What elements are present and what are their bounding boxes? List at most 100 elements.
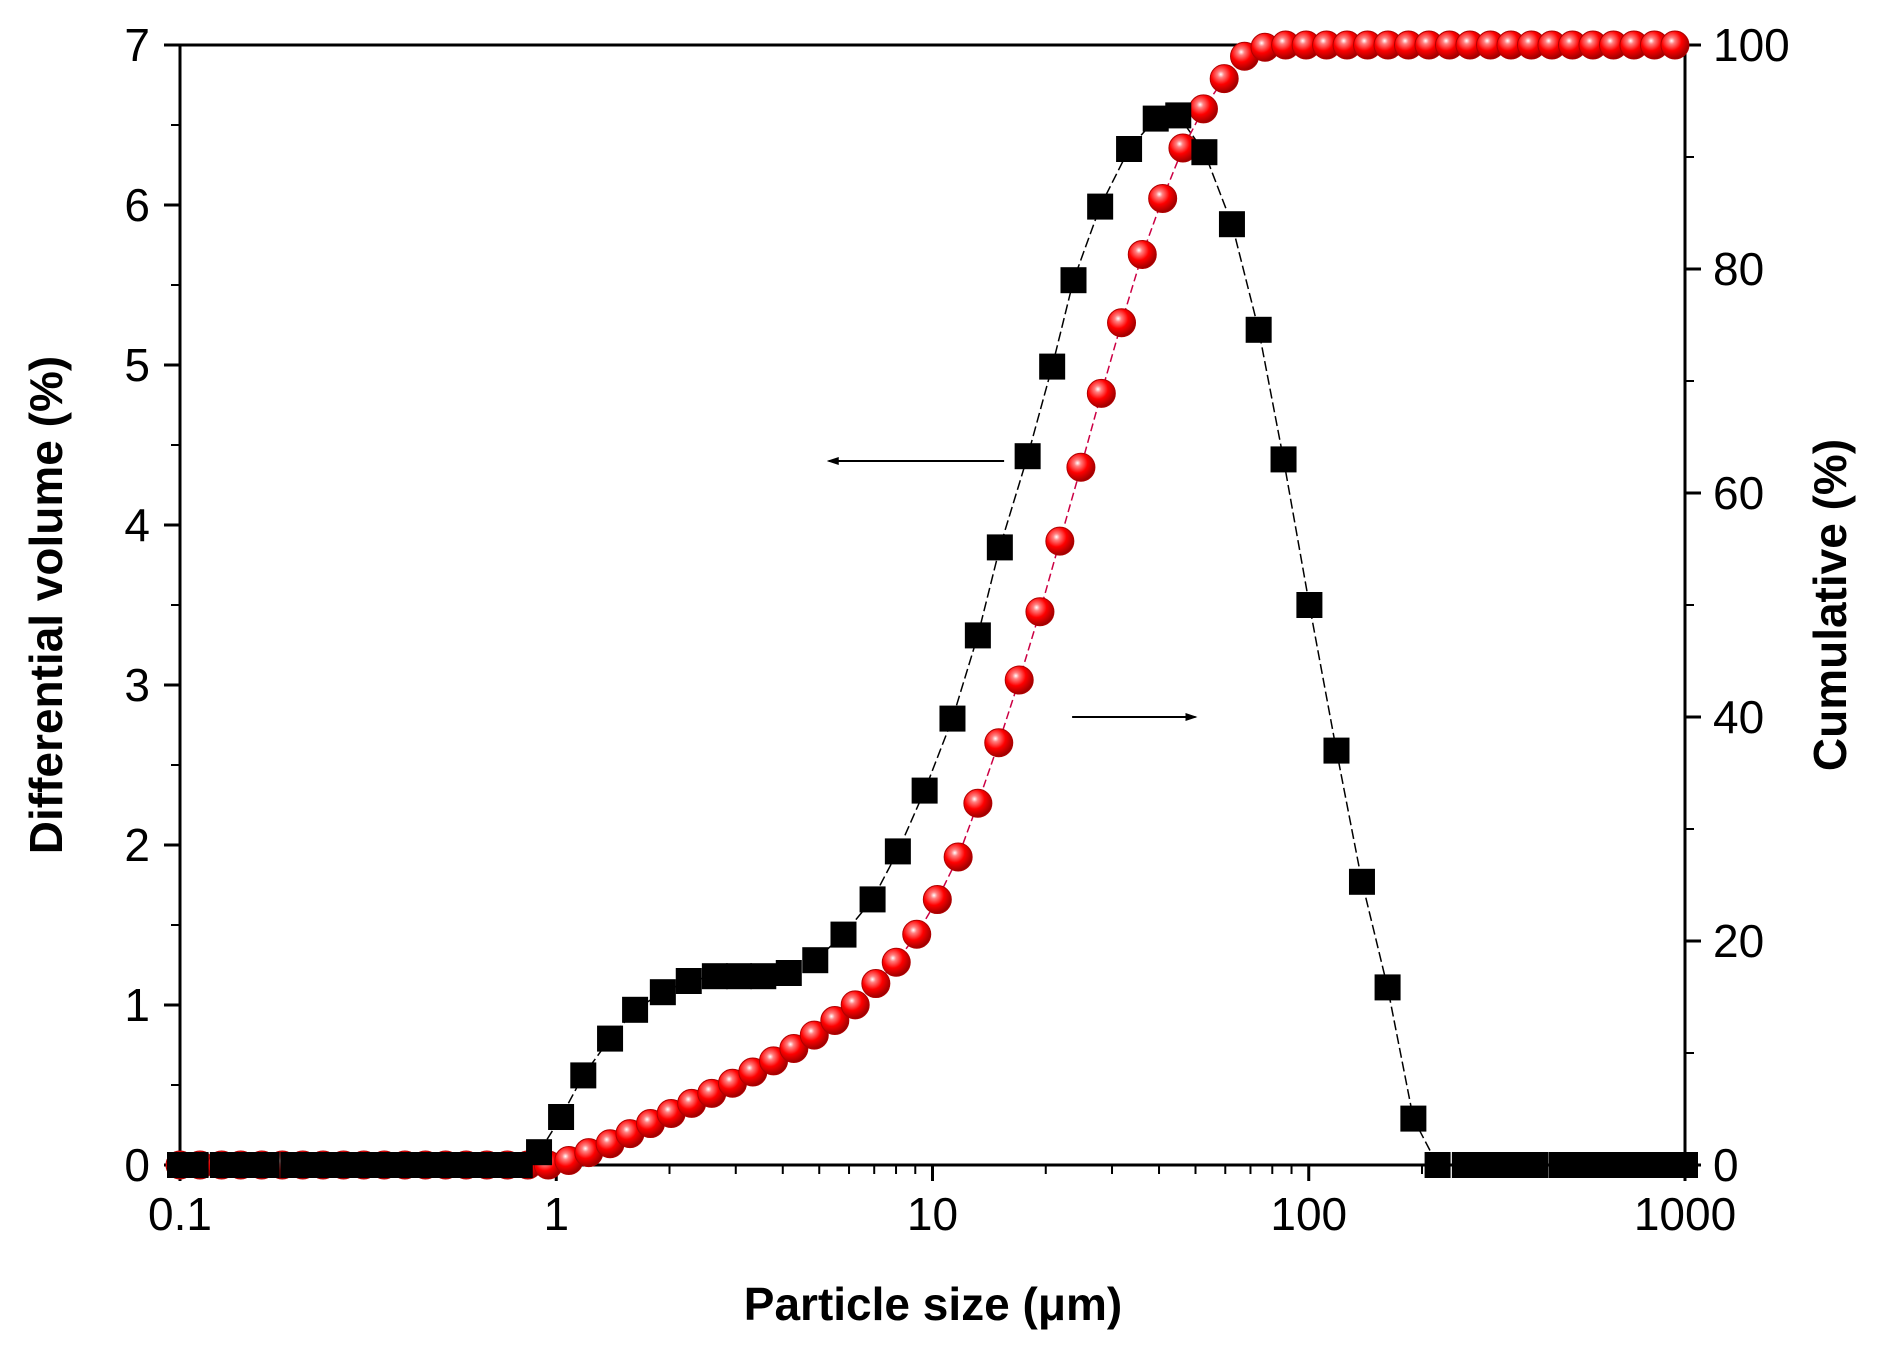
differential-point: [1087, 193, 1114, 220]
differential-point: [439, 1152, 466, 1178]
cumulative-point: [1025, 597, 1055, 627]
cumulative-point: [881, 947, 911, 977]
differential-point: [280, 1152, 307, 1178]
cumulative-point: [1127, 239, 1157, 269]
y2-tick-label: 60: [1713, 467, 1764, 519]
y-tick-label: 7: [124, 19, 150, 71]
y2-axis-ticks: 0 20 40 60 80 100: [1685, 19, 1790, 1191]
y2-tick-label: 0: [1713, 1139, 1739, 1191]
differential-point: [1599, 1152, 1626, 1178]
series-lines: [180, 44, 1685, 1166]
y2-tick-label: 100: [1713, 19, 1790, 71]
differential-point: [986, 534, 1013, 561]
differential-point: [323, 1152, 350, 1178]
x-tick-label: 1: [543, 1188, 569, 1240]
differential-point: [1218, 211, 1245, 238]
x-tick-label: 0.1: [148, 1188, 212, 1240]
differential-point: [1142, 105, 1169, 132]
differential-point: [1296, 592, 1323, 618]
differential-point: [701, 963, 728, 990]
differential-point: [1014, 443, 1041, 470]
differential-point: [182, 1152, 209, 1178]
cumulative-point: [922, 885, 952, 915]
differential-point: [884, 838, 911, 865]
differential-point: [649, 979, 676, 1006]
cumulative-point: [943, 842, 973, 872]
cumulative-point: [1148, 183, 1178, 213]
differential-point: [416, 1152, 443, 1178]
cumulative-point: [1188, 94, 1218, 124]
y-tick-label: 0: [124, 1139, 150, 1191]
differential-point: [1649, 1152, 1676, 1178]
x-tick-label: 1000: [1634, 1188, 1736, 1240]
y-tick-label: 2: [124, 819, 150, 871]
cumulative-point: [1209, 64, 1239, 94]
cumulative-point: [861, 969, 891, 999]
differential-point: [726, 963, 753, 990]
differential-point: [1400, 1105, 1427, 1132]
cumulative-point: [984, 728, 1014, 758]
differential-point: [750, 963, 777, 990]
differential-point: [346, 1152, 373, 1178]
differential-point: [1245, 316, 1272, 343]
differential-point: [1451, 1152, 1478, 1178]
differential-point: [1191, 139, 1218, 166]
cumulative-point: [779, 1034, 809, 1064]
axis-arrows: [826, 457, 1198, 721]
cumulative-point: [820, 1006, 850, 1036]
differential-point: [1672, 1152, 1698, 1178]
differential-point: [597, 1025, 624, 1052]
differential-point: [1270, 446, 1297, 473]
y2-axis-title: Cumulative (%): [1804, 439, 1856, 771]
y2-tick-label: 20: [1713, 915, 1764, 967]
cumulative-point: [902, 919, 932, 949]
differential-point: [775, 960, 802, 986]
differential-point: [622, 996, 649, 1023]
cumulative-line: [180, 44, 1675, 1166]
differential-point: [911, 777, 938, 804]
differential-point: [570, 1062, 597, 1089]
y-tick-label: 1: [124, 979, 150, 1031]
cumulative-point: [1086, 378, 1116, 408]
differential-point: [1039, 353, 1066, 380]
y-tick-label: 6: [124, 179, 150, 231]
differential-point: [1475, 1152, 1502, 1178]
x-tick-label: 100: [1270, 1188, 1347, 1240]
cumulative-point: [840, 990, 870, 1020]
differential-point: [1116, 136, 1143, 162]
y2-tick-label: 80: [1713, 243, 1764, 295]
differential-point: [830, 921, 857, 948]
y2-tick-label: 40: [1713, 691, 1764, 743]
differential-point: [526, 1139, 553, 1166]
y-tick-label: 5: [124, 339, 150, 391]
differential-point: [1424, 1152, 1451, 1178]
plot-frame: [178, 43, 1687, 1167]
x-tick-label: 10: [907, 1188, 958, 1240]
differential-point: [1548, 1152, 1575, 1178]
differential-point: [1522, 1152, 1549, 1178]
differential-point: [1624, 1152, 1651, 1178]
y-axis-ticks: 0 1 2 3 4 5 6 7: [124, 19, 180, 1191]
cumulative-point: [1107, 308, 1137, 338]
differential-point: [393, 1152, 420, 1178]
differential-point: [548, 1104, 575, 1130]
differential-point: [1060, 267, 1087, 294]
differential-point: [1323, 737, 1350, 764]
differential-point: [371, 1152, 398, 1178]
differential-point: [1348, 868, 1375, 895]
cumulative-point: [1045, 526, 1075, 556]
differential-point: [1374, 974, 1401, 1001]
differential-point: [802, 947, 829, 974]
differential-point: [209, 1152, 236, 1178]
cumulative-point: [963, 788, 993, 818]
differential-point: [1165, 102, 1192, 129]
cumulative-point: [1660, 30, 1690, 60]
differential-series: [167, 102, 1698, 1178]
cumulative-series: [165, 30, 1690, 1180]
y-tick-label: 4: [124, 499, 150, 551]
differential-point: [484, 1152, 511, 1178]
cumulative-point: [1004, 665, 1034, 695]
y-tick-label: 3: [124, 659, 150, 711]
cumulative-point: [799, 1020, 829, 1050]
